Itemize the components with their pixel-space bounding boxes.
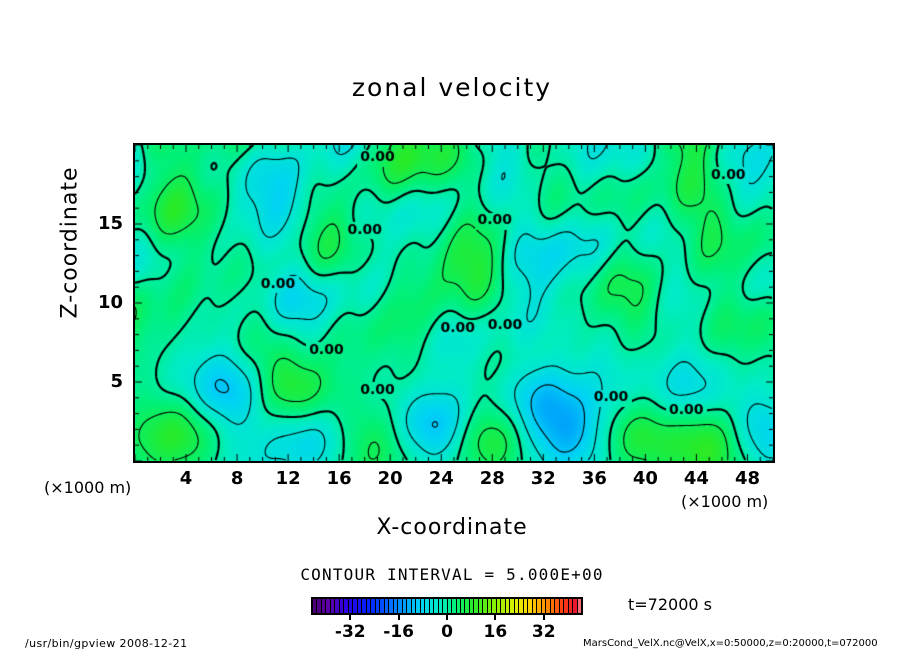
colorbar-band — [514, 599, 520, 613]
colorbar-band — [496, 599, 502, 613]
colorbar-band — [353, 599, 358, 613]
colorbar-band — [474, 599, 479, 613]
colorbar-band — [541, 599, 547, 613]
colorbar-band — [384, 599, 390, 613]
y-axis-title: Z-coordinate — [57, 166, 83, 319]
x-axis-title: X-coordinate — [376, 515, 528, 540]
colorbar-band — [487, 599, 493, 613]
colorbar-band — [357, 599, 363, 613]
colorbar-band — [577, 599, 582, 613]
colorbar-label-16: 16 — [483, 622, 508, 642]
colorbar-band — [564, 599, 569, 613]
colorbar-band — [380, 599, 385, 613]
colorbar-band — [438, 599, 444, 613]
colorbar-band — [402, 599, 408, 613]
colorbar-band — [317, 599, 322, 613]
colorbar-band — [411, 599, 417, 613]
colorbar-band — [532, 599, 538, 613]
colorbar-tick — [349, 615, 352, 620]
contour-interval-label: CONTOUR INTERVAL = 5.000E+00 — [300, 565, 604, 584]
contour-plot-area — [133, 143, 775, 463]
contour-field-canvas — [135, 145, 773, 461]
colorbar-tick — [542, 615, 545, 620]
colorbar-band — [321, 599, 327, 613]
colorbar-band — [398, 599, 403, 613]
colorbar-band — [420, 599, 426, 613]
x-tick-12: 12 — [275, 468, 301, 489]
y-tick-5: 5 — [110, 371, 123, 392]
x-tick-40: 40 — [632, 468, 658, 489]
colorbar-tick — [494, 615, 497, 620]
colorbar-band — [546, 599, 551, 613]
colorbar-label-0: 0 — [441, 622, 453, 642]
x-tick-44: 44 — [683, 468, 709, 489]
colorbar-gradient — [311, 597, 583, 615]
x-axis-unit-left: (×1000 m) — [44, 478, 132, 497]
colorbar-band — [434, 599, 439, 613]
colorbar-label--16: -16 — [383, 622, 414, 642]
colorbar-label--32: -32 — [334, 622, 366, 642]
y-tick-10: 10 — [97, 292, 123, 313]
x-tick-24: 24 — [428, 468, 454, 489]
colorbar-tick — [446, 615, 448, 620]
colorbar-band — [313, 599, 318, 613]
colorbar-band — [429, 599, 435, 613]
x-tick-8: 8 — [230, 468, 244, 489]
footer-dataset-spec: MarsCond_VelX.nc@VelX,x=0:50000,z=0:2000… — [583, 638, 878, 649]
x-tick-28: 28 — [479, 468, 505, 489]
x-tick-20: 20 — [377, 468, 403, 489]
colorbar-band — [501, 599, 506, 613]
colorbar-band — [407, 599, 412, 613]
colorbar-band — [568, 599, 574, 613]
page-title: zonal velocity — [351, 73, 553, 102]
colorbar-band — [537, 599, 542, 613]
colorbar-band — [339, 599, 345, 613]
colorbar-band — [330, 599, 336, 613]
time-label: t=72000 s — [628, 595, 712, 614]
colorbar-band — [573, 599, 578, 613]
colorbar-band — [528, 599, 533, 613]
colorbar-band — [510, 599, 515, 613]
colorbar-band — [456, 599, 461, 613]
colorbar-band — [425, 599, 430, 613]
colorbar-band — [505, 599, 511, 613]
colorbar-band — [416, 599, 421, 613]
colorbar-band — [550, 599, 556, 613]
colorbar-band — [371, 599, 376, 613]
y-tick-15: 15 — [97, 213, 123, 234]
x-tick-32: 32 — [530, 468, 556, 489]
colorbar-band — [348, 599, 354, 613]
x-tick-16: 16 — [326, 468, 352, 489]
colorbar-tick — [397, 615, 400, 620]
colorbar-band — [447, 599, 453, 613]
colorbar-band — [362, 599, 367, 613]
colorbar-band — [465, 599, 470, 613]
x-tick-48: 48 — [734, 468, 760, 489]
colorbar-band — [555, 599, 560, 613]
colorbar-band — [326, 599, 331, 613]
colorbar-band — [344, 599, 349, 613]
colorbar — [311, 597, 583, 620]
colorbar-band — [559, 599, 565, 613]
colorbar-band — [443, 599, 448, 613]
colorbar-band — [366, 599, 372, 613]
x-tick-36: 36 — [581, 468, 607, 489]
colorbar-band — [478, 599, 484, 613]
colorbar-band — [519, 599, 524, 613]
colorbar-band — [483, 599, 488, 613]
colorbar-band — [469, 599, 475, 613]
colorbar-label-32: 32 — [531, 622, 556, 642]
x-tick-4: 4 — [179, 468, 193, 489]
footer-command: /usr/bin/gpview 2008-12-21 — [25, 637, 188, 650]
x-axis-unit-right: (×1000 m) — [681, 492, 769, 511]
colorbar-band — [393, 599, 399, 613]
colorbar-band — [335, 599, 340, 613]
colorbar-band — [452, 599, 457, 613]
colorbar-band — [375, 599, 381, 613]
colorbar-band — [460, 599, 466, 613]
colorbar-band — [492, 599, 497, 613]
colorbar-ticks — [311, 615, 583, 620]
colorbar-band — [389, 599, 394, 613]
colorbar-band — [523, 599, 529, 613]
